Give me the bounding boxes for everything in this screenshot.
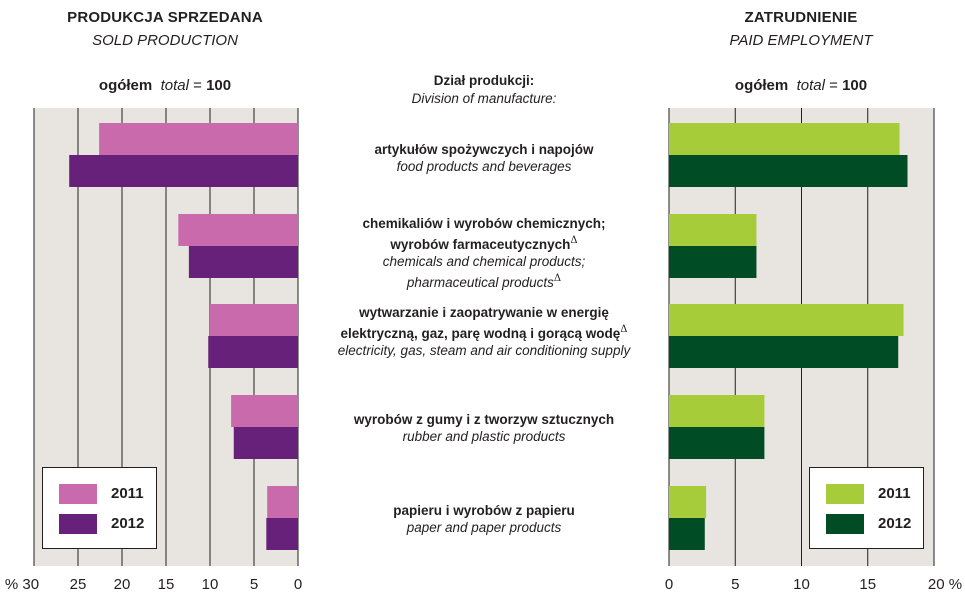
left-tick-label: % 30 [5,576,39,592]
category-chemicals-en-2: pharmaceutical products [406,275,554,290]
right-total-eq: = [829,77,838,94]
category-paper-pl: papieru i wyrobów z papieru [393,503,575,518]
right-total-number: 100 [842,77,868,94]
right-total-bold: ogółem [734,77,789,94]
category-label-paper: papieru i wyrobów z papieru paper and pa… [318,502,650,536]
category-energy-pl-2-wrap: elektryczną, gaz, parę wodną i gorącą wo… [310,321,658,342]
left-tick-label: 5 [250,576,258,592]
right-bar-2012 [669,336,899,368]
delta-marker: Δ [620,324,628,335]
left-bar-2011 [178,214,298,246]
center-header-pl: Dział produkcji: [433,73,535,88]
category-energy-pl-2: elektryczną, gaz, parę wodną i gorącą wo… [340,326,621,341]
category-label-food: artykułów spożywczych i napojów food pro… [318,141,650,175]
center-header-en: Division of manufacture: [411,91,557,106]
right-legend: 2011 2012 [809,467,924,549]
category-chemicals-en-1: chemicals and chemical products; [382,254,586,269]
category-rubber-en: rubber and plastic products [402,429,566,444]
right-bar-2011 [669,214,757,246]
right-tick-label: 20 % [928,576,962,592]
legend-swatch-2012 [59,514,97,534]
delta-marker: Δ [553,273,562,284]
right-bar-2012 [669,427,765,459]
right-bar-2011 [669,304,904,336]
right-tick-label: 15 [859,576,876,592]
left-subtitle: SOLD PRODUCTION [92,32,238,49]
right-total-label: ogółem total = 100 [676,77,926,94]
right-bar-2012 [669,155,908,187]
category-label-chemicals: chemikaliów i wyrobów chemicznych; wyrob… [318,215,650,291]
left-tick-label: 25 [70,576,87,592]
category-chemicals-en-2-wrap: pharmaceutical productsΔ [318,270,650,291]
right-bar-2011 [669,486,707,518]
right-tick-labels: 0 5 10 15 20 % [665,576,962,592]
left-total-number: 100 [206,77,232,94]
right-bar-2011 [669,123,900,155]
category-rubber-pl: wyrobów z gumy i z tworzyw sztucznych [353,412,615,427]
category-food-en: food products and beverages [396,159,572,174]
right-total-italic: total [796,77,825,94]
left-tick-label: 0 [294,576,302,592]
left-total-italic: total [160,77,189,94]
legend-swatch-2011 [59,484,97,504]
right-bar-2012 [669,246,757,278]
right-bars [669,123,908,550]
left-total-bold: ogółem [98,77,153,94]
left-bar-2012 [208,336,298,368]
left-title: PRODUKCJA SPRZEDANA [67,9,263,26]
right-bar-2012 [669,518,705,550]
left-total-label: ogółem total = 100 [40,77,290,94]
right-tick-label: 0 [665,576,673,592]
category-chemicals-pl-2-wrap: wyrobów farmaceutycznychΔ [318,232,650,253]
right-tick-label: 5 [731,576,739,592]
category-energy-pl-1: wytwarzanie i zaopatrywanie w energię [359,305,609,320]
legend-label-2012: 2012 [111,515,145,532]
category-chemicals-pl-1: chemikaliów i wyrobów chemicznych; [362,216,606,231]
legend-swatch-2012 [826,514,864,534]
right-subtitle: PAID EMPLOYMENT [729,32,873,49]
category-label-energy: wytwarzanie i zaopatrywanie w energię el… [310,304,658,359]
left-tick-label: 15 [158,576,175,592]
legend-swatch-2011 [826,484,864,504]
left-bar-2012 [188,246,298,278]
right-tick-label: 10 [793,576,810,592]
left-tick-labels: % 30 25 20 15 10 5 0 [5,576,302,592]
legend-label-2011: 2011 [878,485,911,502]
left-bar-2011 [231,395,298,427]
right-title: ZATRUDNIENIE [744,9,858,26]
delta-marker: Δ [570,235,578,246]
category-chemicals-pl-2: wyrobów farmaceutycznych [390,237,571,252]
left-bar-2011 [210,304,298,336]
legend-label-2012: 2012 [878,515,912,532]
left-tick-label: 20 [114,576,131,592]
left-bar-2011 [267,486,298,518]
left-legend: 2011 2012 [42,467,157,549]
legend-label-2011: 2011 [111,485,144,502]
category-energy-en: electricity, gas, steam and air conditio… [337,343,631,358]
left-tick-label: 10 [202,576,219,592]
category-label-rubber: wyrobów z gumy i z tworzyw sztucznych ru… [318,411,650,445]
left-bar-2012 [233,427,298,459]
left-bars [69,123,299,550]
category-paper-en: paper and paper products [406,520,562,535]
right-bar-2011 [669,395,765,427]
left-total-eq: = [193,77,202,94]
left-bar-2012 [266,518,298,550]
left-bar-2011 [99,123,299,155]
left-bar-2012 [69,155,298,187]
category-food-pl: artykułów spożywczych i napojów [374,142,594,157]
